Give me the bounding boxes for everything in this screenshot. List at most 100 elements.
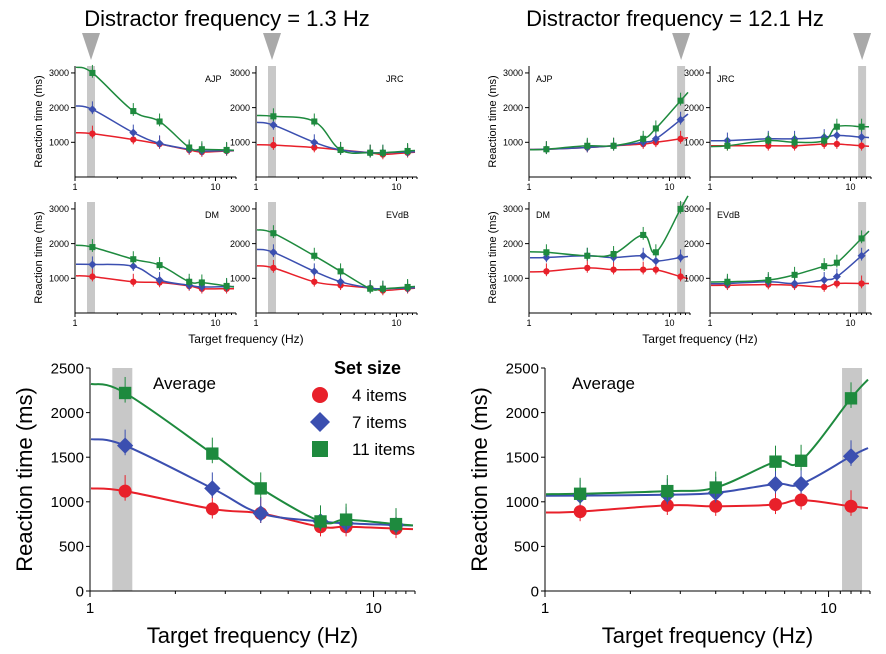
data-point-11-items xyxy=(404,283,411,291)
y-tick-label: 2000 xyxy=(503,103,523,113)
data-point-7-items xyxy=(269,248,278,257)
legend-label-4-items: 4 items xyxy=(352,386,407,405)
x-tick-label: 1 xyxy=(253,182,258,192)
y-axis-label: Reaction time (ms) xyxy=(33,211,45,303)
panel-evdb-121: 1000 2000 3000 1 10 EVdB xyxy=(684,202,872,328)
x-tick-label: 1 xyxy=(253,318,258,328)
x-tick-label: 1 xyxy=(72,318,77,328)
data-point-4-items xyxy=(89,273,96,280)
x-tick-label: 1 xyxy=(707,182,712,192)
panel-dm-121: 1000 2000 3000 1 10 Reaction time (ms) DM xyxy=(487,195,691,328)
data-point-7-items xyxy=(842,448,860,465)
panel-title: JRC xyxy=(386,74,404,84)
data-point-11-items xyxy=(311,252,318,259)
x-tick-label: 1 xyxy=(86,600,94,617)
panel-title: AJP xyxy=(536,74,553,84)
data-point-7-items xyxy=(269,120,278,129)
x-axis-label: Target frequency (Hz) xyxy=(147,623,359,648)
data-point-11-items xyxy=(794,454,808,467)
data-point-11-items xyxy=(337,146,344,153)
fit-curve-7-items xyxy=(256,121,416,154)
data-point-7-items xyxy=(651,256,660,265)
y-tick-label: 3000 xyxy=(49,204,69,214)
data-point-7-items xyxy=(676,253,685,262)
data-point-11-items xyxy=(791,271,798,278)
data-point-11-items xyxy=(223,146,230,153)
y-axis-label: Reaction time (ms) xyxy=(487,211,499,303)
data-point-7-items xyxy=(310,138,319,147)
data-point-11-items xyxy=(543,146,550,153)
fit-curve-4-items xyxy=(529,137,689,151)
y-tick-label: 1000 xyxy=(49,137,69,147)
data-point-4-items xyxy=(794,493,808,507)
legend-title: Set size xyxy=(334,358,401,378)
y-tick-label: 2000 xyxy=(230,103,250,113)
x-tick-label: 10 xyxy=(845,182,855,192)
data-point-4-items xyxy=(833,140,841,148)
fit-curve-11-items xyxy=(75,244,235,288)
data-point-4-items xyxy=(543,268,550,275)
y-tick-label: 1500 xyxy=(506,449,539,466)
x-tick-label: 10 xyxy=(365,600,382,617)
y-tick-label: 2000 xyxy=(49,103,69,113)
y-tick-label: 500 xyxy=(514,539,539,556)
fit-curve-11-items xyxy=(256,114,416,154)
data-point-4-items xyxy=(270,141,277,149)
data-point-4-items xyxy=(89,130,96,137)
panel-jrc-121: 1000 2000 3000 1 10 JRC xyxy=(684,33,872,192)
x-tick-label: 1 xyxy=(526,318,531,328)
data-point-4-items xyxy=(677,273,684,280)
data-point-4-items xyxy=(311,144,318,151)
data-point-11-items xyxy=(389,517,403,531)
data-point-7-items xyxy=(832,131,841,140)
data-point-7-items xyxy=(542,253,551,262)
data-point-7-items xyxy=(820,276,829,285)
x-tick-label: 10 xyxy=(391,318,401,328)
y-axis-label: Reaction time (ms) xyxy=(33,75,45,167)
y-tick-label: 1000 xyxy=(51,494,84,511)
data-point-4-items xyxy=(130,136,137,143)
data-point-7-items xyxy=(336,277,345,286)
small-x-axis-label-left: Target frequency (Hz) xyxy=(188,332,303,346)
y-tick-label: 2000 xyxy=(503,239,523,249)
y-tick-label: 3000 xyxy=(684,68,704,78)
panel-dm-13: 1000 2000 3000 1 10 Reaction time (ms) DM xyxy=(33,202,237,328)
data-point-11-items xyxy=(206,447,219,460)
x-tick-label: 10 xyxy=(845,318,855,328)
data-point-11-items xyxy=(677,97,684,104)
y-tick-label: 2000 xyxy=(506,405,539,422)
data-point-11-items xyxy=(270,113,277,120)
data-point-11-items xyxy=(130,256,137,263)
panel-title: AJP xyxy=(205,74,222,84)
data-point-4-items xyxy=(652,266,660,273)
data-point-7-items xyxy=(155,276,164,285)
distractor-band xyxy=(87,202,96,313)
y-tick-label: 3000 xyxy=(49,68,69,78)
y-tick-label: 1000 xyxy=(506,494,539,511)
data-point-7-items xyxy=(857,133,866,142)
panel-avg-13: 0 500 1000 1500 2000 2500 1 10 Reaction time (ms… xyxy=(12,360,416,648)
legend: Set size 4 items 7 items 11 items xyxy=(310,358,415,459)
data-point-11-items xyxy=(821,137,828,144)
data-point-4-items xyxy=(660,498,674,512)
data-point-7-items xyxy=(790,279,799,288)
data-point-11-items xyxy=(652,125,659,132)
data-point-4-items xyxy=(584,264,591,272)
data-point-4-items xyxy=(709,499,723,513)
data-point-11-items xyxy=(833,123,840,130)
data-point-11-items xyxy=(198,146,205,153)
data-point-11-items xyxy=(724,142,731,149)
data-point-11-items xyxy=(765,137,772,144)
panel-title: EVdB xyxy=(386,210,409,220)
data-point-11-items xyxy=(186,144,193,151)
data-point-11-items xyxy=(844,392,858,405)
data-point-4-items xyxy=(205,502,219,516)
data-point-7-items xyxy=(88,260,97,269)
y-tick-label: 3000 xyxy=(684,204,704,214)
data-point-4-items xyxy=(769,497,783,511)
distractor-band xyxy=(268,202,277,313)
y-tick-label: 3000 xyxy=(230,204,250,214)
data-point-7-items xyxy=(857,251,866,260)
data-point-11-items xyxy=(198,279,205,286)
data-point-11-items xyxy=(311,118,318,125)
